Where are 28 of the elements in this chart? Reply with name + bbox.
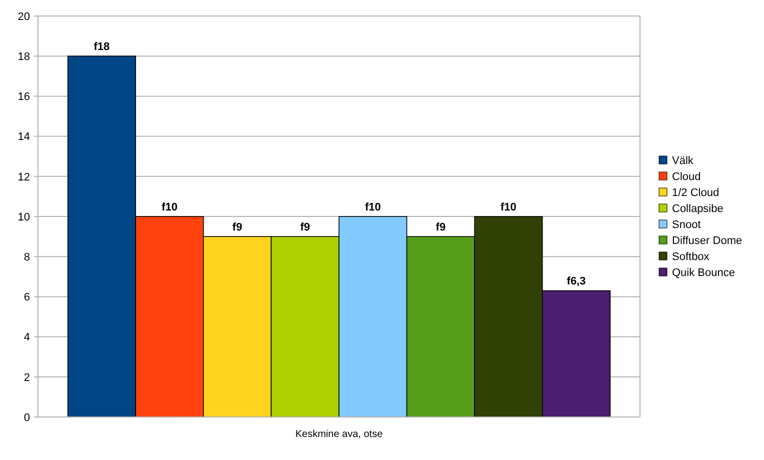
data-label: f10 — [162, 202, 178, 214]
y-tick-label: 12 — [18, 171, 30, 184]
data-label: f6,3 — [566, 276, 586, 288]
x-tick-label: Keskmine ava, otse — [295, 429, 384, 440]
y-tick-label: 14 — [18, 131, 30, 144]
data-label: f9 — [300, 222, 310, 234]
legend-label: Snoot — [672, 218, 701, 231]
legend-label: Collapsibe — [672, 202, 724, 215]
y-tick-label: 0 — [24, 412, 30, 424]
data-label: f9 — [436, 222, 446, 234]
legend-label: 1/2 Cloud — [672, 186, 720, 199]
y-tick-label: 20 — [18, 10, 30, 23]
legend-label: Quik Bounce — [672, 266, 735, 279]
y-tick-label: 16 — [18, 91, 30, 104]
legend-label: Diffuser Dome — [672, 234, 742, 247]
data-label: f10 — [364, 202, 381, 214]
y-tick-label: 18 — [18, 50, 30, 63]
y-tick-label: 4 — [24, 332, 30, 344]
legend-label: Cloud — [672, 170, 701, 183]
data-label: f18 — [94, 41, 110, 54]
legend-label: Välk — [672, 154, 694, 167]
data-label: f10 — [500, 202, 516, 214]
data-label: f9 — [232, 222, 242, 234]
y-tick-label: 10 — [18, 211, 30, 224]
y-tick-label: 2 — [24, 372, 30, 384]
y-tick-label: 8 — [24, 251, 30, 264]
legend-label: Softbox — [672, 250, 710, 263]
y-tick-label: 6 — [24, 292, 30, 304]
